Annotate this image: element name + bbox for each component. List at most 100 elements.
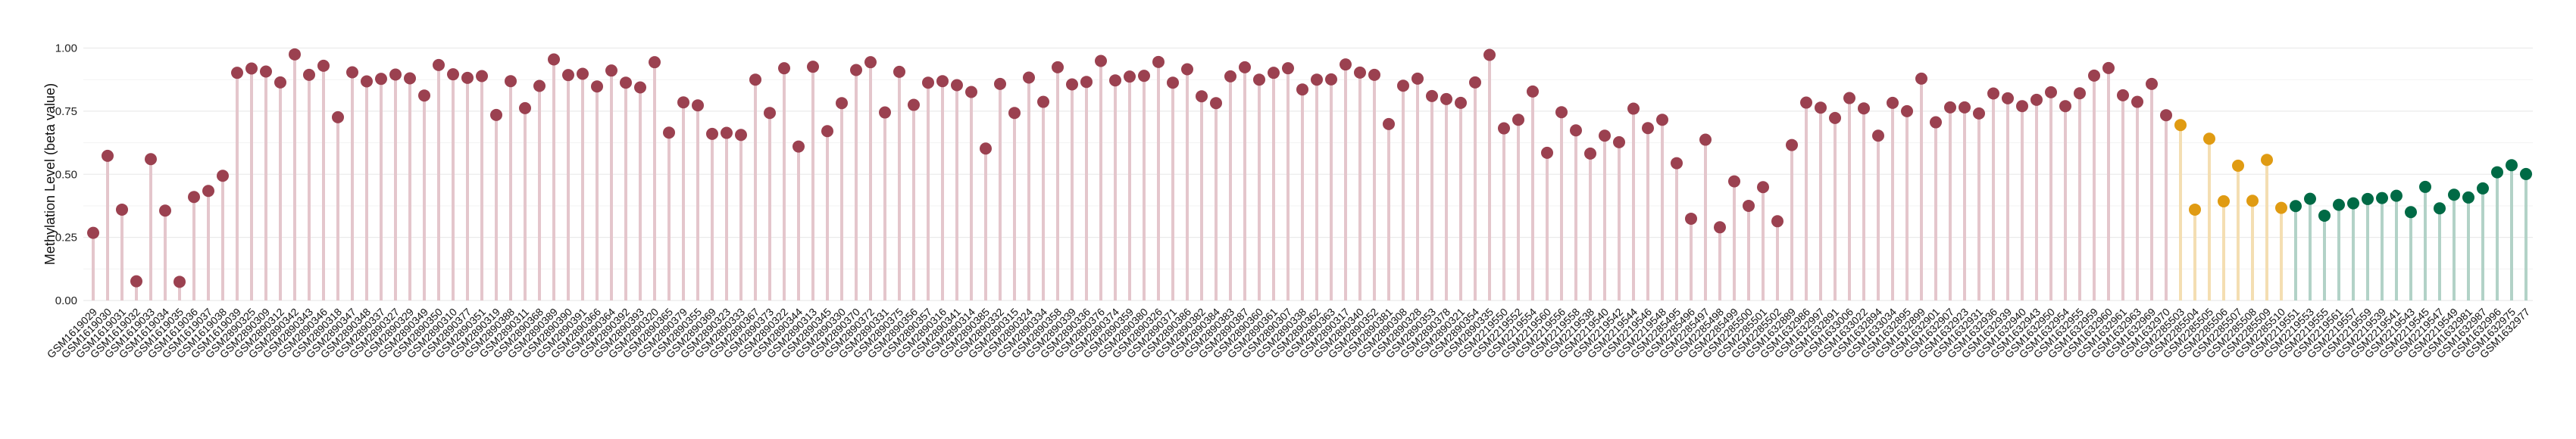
data-point [2174,119,2187,132]
data-point [965,86,977,98]
data-point [1671,157,1683,170]
data-point [2074,87,2086,100]
data-point [620,76,632,89]
data-point [245,62,258,75]
data-point [231,67,243,79]
data-point [807,61,819,73]
data-point [533,79,546,92]
data-point [1253,73,1265,86]
data-point [1829,111,1841,124]
data-point [2333,198,2345,211]
data-point [2045,86,2057,98]
data-point [2434,202,2446,215]
data-point [1282,62,1294,75]
data-point [2016,100,2028,113]
data-point [1080,76,1093,89]
data-point [2030,93,2043,106]
data-point [389,68,402,81]
data-point [159,204,171,217]
data-point [922,76,934,89]
data-point [1743,199,1755,212]
data-point [375,73,387,86]
data-point [1786,139,1798,151]
data-point [836,97,848,110]
data-point [1685,212,1697,225]
data-point [1570,124,1582,137]
data-point [1109,74,1121,87]
data-point [1498,122,1510,135]
data-point [346,66,358,79]
data-point [1771,215,1784,228]
data-point [1987,87,1999,100]
data-point [1555,106,1568,119]
data-point [980,142,992,155]
data-point [2160,109,2172,122]
data-point [764,107,776,120]
data-point [792,140,805,153]
data-point [1325,73,1337,86]
data-point [2102,61,2115,74]
data-point [1383,117,1395,130]
data-point [1584,147,1596,160]
data-point [879,106,891,119]
data-point [2506,159,2518,172]
y-axis-title: Methylation Level (beta value) [42,83,58,265]
data-point [274,76,286,89]
data-point [2477,182,2489,195]
data-point [2131,95,2143,108]
data-point [1138,70,1150,83]
data-point [332,111,344,123]
data-point [2232,159,2244,172]
data-point [2491,166,2503,179]
data-point [87,226,99,239]
data-point [1368,68,1380,81]
data-point [591,80,603,93]
data-point [1627,102,1640,115]
data-point [1167,76,1179,89]
data-point [994,77,1006,90]
data-point [1843,92,1855,104]
data-point [1095,54,1107,67]
data-point [1815,101,1827,114]
data-point [2362,192,2374,205]
data-point [2261,154,2273,167]
data-point [562,69,574,82]
data-point [2419,180,2431,193]
y-tick-label: 0.50 [55,168,77,181]
data-point [692,99,704,112]
data-point [1037,95,1049,108]
data-point [1959,101,1971,114]
data-point [174,276,186,288]
data-point [1699,133,1712,146]
data-point [217,170,229,182]
data-point [577,67,589,80]
data-point [778,62,790,75]
data-point [1397,79,1409,92]
points [87,48,2532,288]
data-point [1901,104,1913,117]
data-point [749,73,761,86]
data-point [1124,70,1136,83]
data-point [1887,96,1899,109]
data-point [677,96,689,109]
data-point [461,71,474,84]
data-point [289,48,301,61]
data-point [1052,61,1064,73]
data-point [1642,122,1654,135]
data-point [634,81,646,94]
data-point [490,108,502,121]
data-point [2448,188,2460,201]
y-tick-label: 0.75 [55,105,77,118]
data-point [2347,197,2359,210]
data-point [2203,132,2215,145]
data-point [2246,195,2259,207]
data-point [1800,96,1812,109]
data-point [1541,146,1553,159]
data-point [2059,100,2071,113]
data-point [1930,116,1942,129]
data-point [2318,209,2331,222]
data-point [130,275,142,288]
data-point [1944,101,1956,114]
data-point [1426,89,1438,102]
data-point [116,203,128,216]
